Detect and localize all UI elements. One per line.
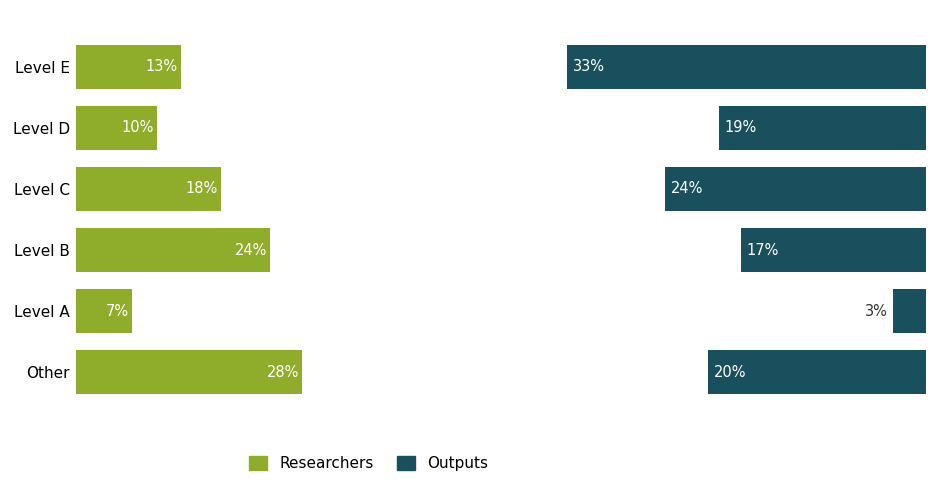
Legend: Researchers, Outputs: Researchers, Outputs xyxy=(248,456,488,472)
Bar xyxy=(76,289,132,333)
Bar xyxy=(76,106,157,150)
Text: 20%: 20% xyxy=(713,365,746,380)
Text: 13%: 13% xyxy=(145,59,177,74)
Text: 10%: 10% xyxy=(121,120,153,135)
Text: 17%: 17% xyxy=(746,243,778,257)
Bar xyxy=(76,350,302,395)
Bar xyxy=(740,228,925,272)
Text: 19%: 19% xyxy=(724,120,756,135)
Text: 33%: 33% xyxy=(572,59,604,74)
Bar xyxy=(76,44,180,89)
Bar xyxy=(566,44,925,89)
Bar xyxy=(892,289,925,333)
Text: 7%: 7% xyxy=(106,304,129,319)
Text: 28%: 28% xyxy=(266,365,299,380)
Text: 24%: 24% xyxy=(234,243,266,257)
Text: 24%: 24% xyxy=(669,182,702,197)
Text: 3%: 3% xyxy=(864,304,887,319)
Bar xyxy=(665,167,925,211)
Bar xyxy=(718,106,925,150)
Bar xyxy=(708,350,925,395)
Bar xyxy=(76,167,221,211)
Text: 18%: 18% xyxy=(186,182,218,197)
Bar xyxy=(76,228,270,272)
